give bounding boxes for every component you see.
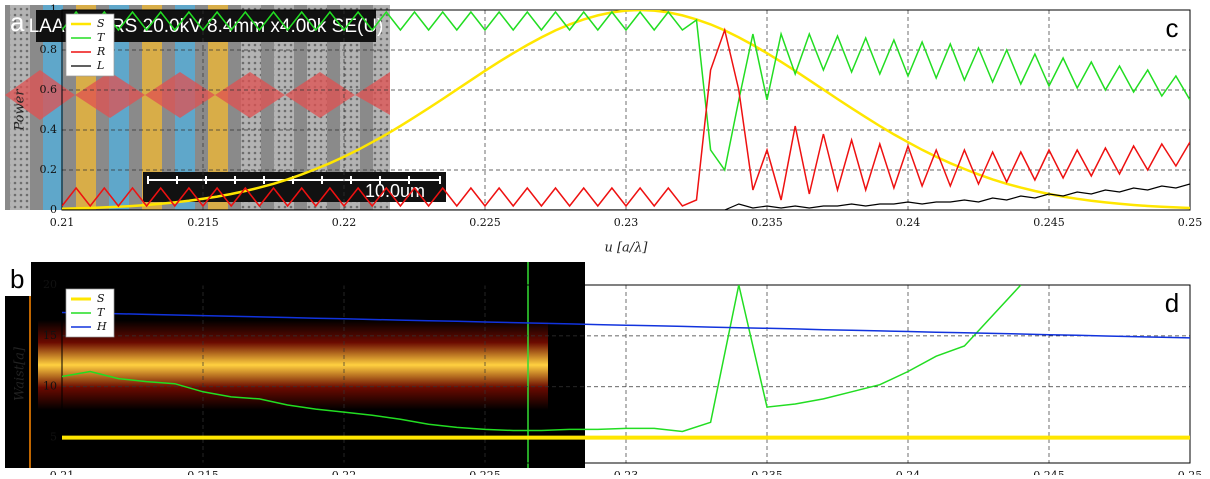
x-tick-label: 0.22 (332, 469, 357, 475)
x-tick-label: 0.245 (1033, 469, 1065, 475)
legend-label: R (96, 45, 105, 58)
y-tick-label: 10 (43, 380, 57, 393)
label-box (1160, 14, 1184, 44)
legend-label: S (97, 292, 105, 305)
y-tick-label: 0.8 (40, 43, 58, 56)
y-tick-label: 0.4 (40, 123, 58, 136)
x-tick-label: 0.21 (50, 469, 75, 475)
x-tick-label: 0.23 (614, 216, 639, 229)
series-line (62, 311, 1190, 339)
x-tick-label: 0.25 (1178, 216, 1203, 229)
y-tick-label: 0 (50, 203, 57, 216)
sem-stripe (208, 5, 228, 210)
sem-stripe (10, 5, 30, 210)
series-line (62, 10, 1190, 210)
field-band (38, 320, 548, 410)
legend-label: T (97, 31, 106, 44)
panel-label: c (1166, 13, 1179, 43)
x-tick-label: 0.24 (896, 216, 921, 229)
x-tick-label: 0.22 (332, 216, 357, 229)
x-axis-label: u [a/λ] (604, 241, 648, 256)
x-tick-label: 0.235 (751, 216, 783, 229)
legend-label: T (97, 306, 106, 319)
series-line (62, 10, 1190, 172)
x-tick-label: 0.21 (50, 216, 75, 229)
plot-frame (61, 284, 1191, 464)
sem-stripe (340, 5, 360, 210)
x-tick-label: 0.215 (187, 469, 219, 475)
x-tick-label: 0.215 (187, 216, 219, 229)
x-tick-label: 0.225 (469, 216, 501, 229)
x-tick-label: 0.225 (469, 469, 501, 475)
panel-label: a (10, 7, 25, 37)
x-tick-label: 0.25 (1178, 469, 1203, 475)
scale-bar (147, 176, 441, 184)
legend-label: H (96, 320, 107, 333)
x-tick-label: 0.23 (614, 469, 639, 475)
series-line (62, 285, 1022, 433)
x-tick-label: 0.245 (1033, 216, 1065, 229)
y-tick-label: 15 (43, 329, 57, 342)
series-line (62, 27, 1190, 208)
y-tick-label: 0.6 (40, 83, 58, 96)
x-tick-label: 0.235 (751, 469, 783, 475)
label-box (1160, 289, 1184, 319)
panel-label: b (10, 264, 24, 294)
series-line (62, 183, 1190, 210)
panel-label: d (1165, 288, 1179, 318)
x-tick-label: 0.24 (896, 469, 921, 475)
sem-stripe (142, 5, 162, 210)
legend-label: S (97, 17, 105, 30)
y-axis-label: Waist[a] (13, 346, 28, 401)
y-tick-label: 20 (43, 278, 57, 291)
legend-label: L (96, 59, 104, 72)
y-tick-label: 0.2 (40, 163, 58, 176)
y-tick-label: 5 (50, 431, 57, 444)
label-box (5, 262, 31, 296)
sem-stripe (274, 5, 294, 210)
y-tick-label: 1 (50, 3, 57, 16)
y-axis-label: Power (13, 89, 28, 132)
